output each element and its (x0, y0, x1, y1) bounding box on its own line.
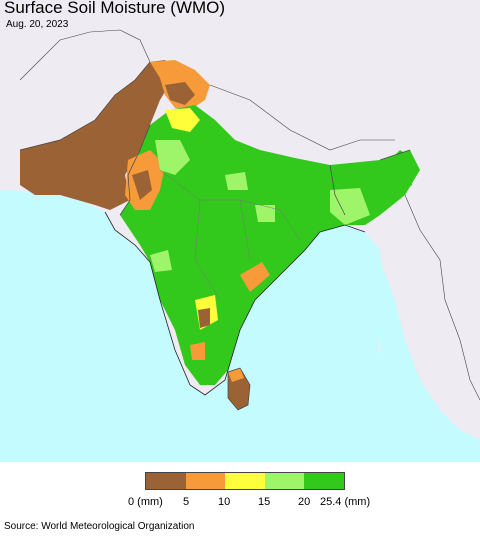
central-light-2 (225, 172, 248, 190)
arabian-sea (0, 190, 395, 462)
legend-swatch-0-5 (146, 473, 186, 489)
map-date: Aug. 20, 2023 (6, 19, 69, 30)
source-credit: Source: World Meteorological Organizatio… (4, 521, 195, 532)
legend-label-5: 5 (183, 496, 190, 508)
legend-swatch-10-15 (225, 473, 265, 489)
bay-of-bengal-east (378, 260, 480, 462)
legend-swatch-15-20 (264, 473, 305, 489)
country-borders (19, 61, 411, 411)
legend-swatch-5-10 (185, 473, 226, 489)
north-border (19, 29, 395, 151)
kashmir-core (165, 82, 195, 105)
west-india-core (132, 170, 152, 200)
deccan-patch-4 (150, 250, 172, 272)
east-coast-dry (240, 262, 270, 292)
punjab-yellow (165, 108, 200, 132)
legend-label-25: 25.4 (mm) (320, 496, 371, 508)
coastline (104, 211, 366, 396)
legend-label-10: 10 (218, 496, 231, 508)
color-legend (145, 472, 345, 490)
deccan-patch-3 (190, 342, 205, 360)
pakistan-region (20, 60, 175, 210)
legend-label-0: 0 (mm) (128, 496, 163, 508)
west-india-light (155, 140, 190, 175)
legend-label-15: 15 (258, 496, 271, 508)
central-light-1 (255, 205, 275, 222)
legend-swatch-20-25 (304, 473, 344, 489)
deccan-patch-2 (198, 308, 210, 328)
state-borders (159, 169, 301, 301)
legend-label-20: 20 (298, 496, 311, 508)
myanmar-border (404, 194, 480, 401)
bangladesh-region (330, 188, 370, 225)
map-title: Surface Soil Moisture (WMO) (4, 0, 226, 17)
sri-lanka-rim (228, 368, 244, 382)
